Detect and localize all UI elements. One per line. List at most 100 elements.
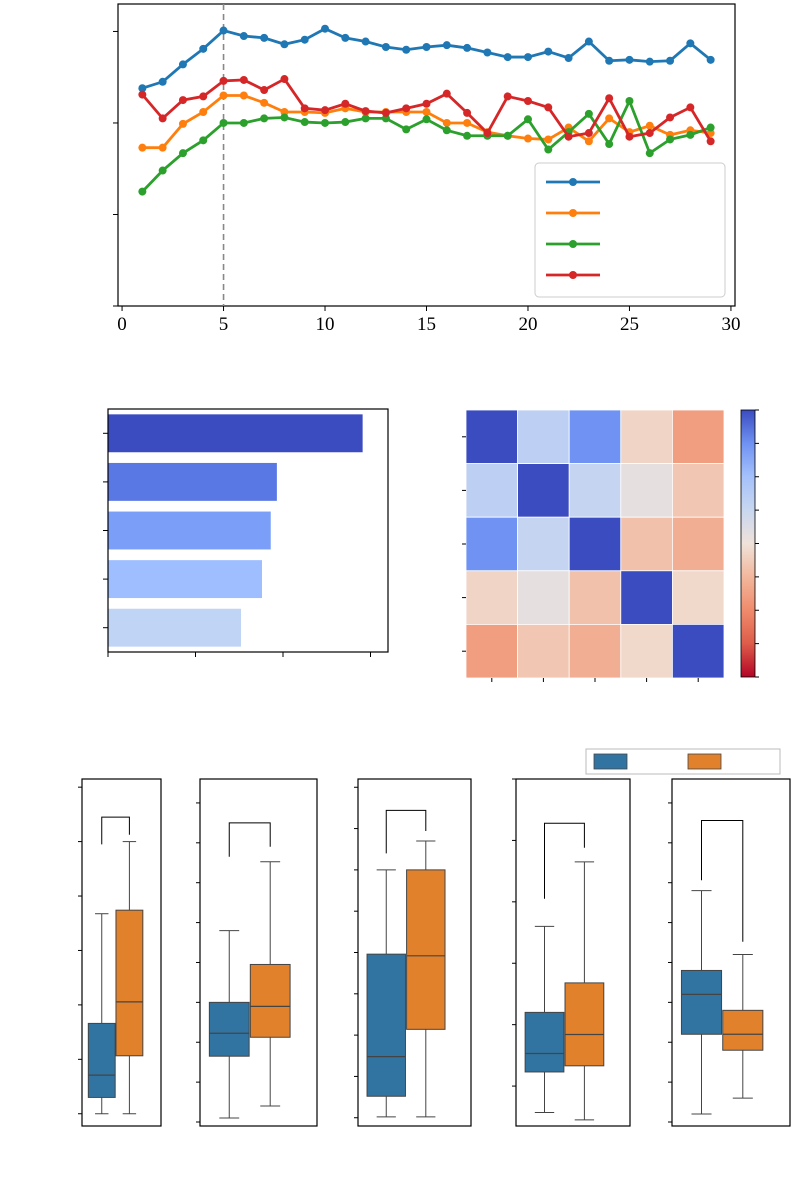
iqr-box (366, 953, 406, 1097)
series-specificity (138, 75, 715, 146)
data-point (280, 75, 289, 84)
data-point (402, 104, 411, 113)
data-point (300, 35, 309, 44)
heatmap-cell (465, 409, 518, 464)
data-point (564, 132, 573, 141)
legend-marker (569, 271, 577, 279)
data-point (442, 126, 451, 135)
data-point (138, 143, 147, 152)
data-point (361, 114, 370, 123)
heatmap-cell (620, 409, 673, 464)
data-point (645, 149, 654, 158)
data-point (300, 104, 309, 113)
data-point (523, 97, 532, 106)
iqr-box (249, 963, 291, 1038)
data-point (321, 24, 330, 33)
heatmap-cell (465, 570, 518, 625)
x-tick-label: 10 (316, 314, 335, 335)
plot-frame (199, 778, 318, 1127)
data-point (422, 99, 431, 108)
heatmap-cell (672, 463, 725, 518)
data-point (260, 98, 269, 107)
data-point (625, 97, 634, 106)
data-point (280, 107, 289, 116)
data-point (260, 114, 269, 123)
data-point (686, 103, 695, 112)
significance-bracket (228, 822, 271, 857)
data-point (199, 44, 208, 53)
series-sensitivity (138, 97, 715, 196)
heatmap-cell (517, 463, 570, 518)
data-point (239, 118, 248, 127)
plot-frame (671, 778, 791, 1127)
data-point (219, 26, 228, 35)
data-point (361, 37, 370, 46)
heatmap-cell (620, 516, 673, 572)
data-point (584, 109, 593, 118)
heatmap-cell (568, 570, 622, 625)
bar-fib (108, 560, 262, 599)
data-point (706, 137, 715, 146)
data-point (666, 113, 675, 122)
legend-marker (569, 209, 577, 217)
significance-bracket (385, 809, 427, 854)
heatmap-cell (517, 409, 570, 464)
iqr-box (87, 1022, 116, 1098)
data-point (402, 45, 411, 54)
data-point (422, 107, 431, 116)
data-point (584, 137, 593, 146)
panel-d-boxplots (78, 748, 791, 1127)
iqr-box (115, 909, 144, 1057)
data-point (686, 130, 695, 139)
series-auc (138, 24, 715, 93)
data-point (260, 86, 269, 95)
data-point (178, 149, 187, 158)
data-point (706, 55, 715, 64)
box-no-mvo (366, 869, 406, 1118)
data-point (158, 166, 167, 175)
box-no-mvo (87, 913, 116, 1115)
data-point (523, 53, 532, 62)
data-point (280, 113, 289, 122)
data-point (361, 107, 370, 116)
heatmap-cell (672, 570, 725, 625)
heatmap-cell (620, 624, 673, 679)
iqr-box (680, 969, 723, 1035)
heatmap-cell (672, 516, 725, 572)
data-point (199, 107, 208, 116)
panel-c-heatmap (462, 409, 759, 682)
data-point (158, 114, 167, 123)
box-no-mvo (208, 930, 250, 1119)
data-point (686, 39, 695, 48)
data-point (300, 118, 309, 127)
data-point (463, 118, 472, 127)
data-point (442, 118, 451, 127)
data-point (219, 118, 228, 127)
heatmap-cell (517, 624, 570, 679)
x-tick-label: 30 (721, 314, 740, 335)
boxplot-hstnt (78, 778, 162, 1127)
data-point (584, 37, 593, 46)
data-point (463, 43, 472, 52)
data-point (523, 134, 532, 143)
iqr-box (564, 982, 605, 1067)
data-point (199, 92, 208, 101)
iqr-box (722, 1009, 764, 1051)
legend-frame (534, 162, 726, 298)
data-point (605, 140, 614, 149)
data-point (158, 143, 167, 152)
boxplot-fib (512, 778, 631, 1127)
data-point (442, 89, 451, 98)
data-point (584, 129, 593, 138)
data-point (463, 131, 472, 140)
legend-marker (569, 178, 577, 186)
bar-neut (108, 462, 277, 501)
data-point (178, 119, 187, 128)
data-point (422, 43, 431, 52)
data-point (625, 132, 634, 141)
series-line (141, 27, 712, 90)
data-point (381, 43, 390, 52)
data-point (341, 99, 350, 108)
data-point (442, 41, 451, 50)
